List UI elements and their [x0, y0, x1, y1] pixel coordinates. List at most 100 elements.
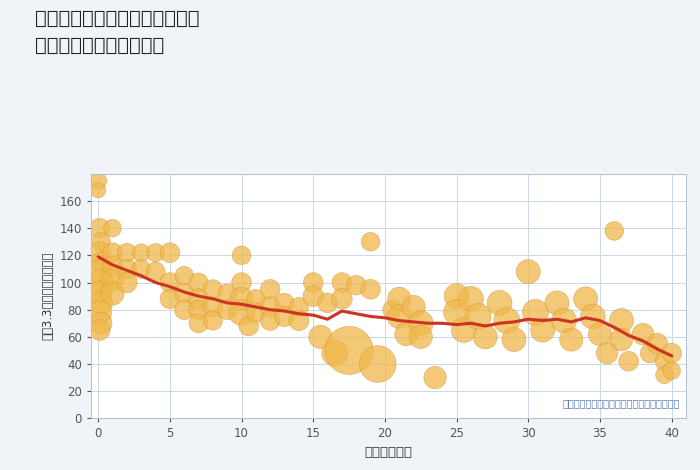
- Point: [94, 290, 105, 297]
- Point: [494, 299, 505, 306]
- Point: [92, 187, 104, 194]
- Point: [336, 279, 347, 286]
- Point: [150, 268, 161, 275]
- Text: 神奈川県横浜市戸塚区深谷町の
築年数別中古戸建て価格: 神奈川県横浜市戸塚区深谷町の 築年数別中古戸建て価格: [35, 9, 200, 55]
- Point: [94, 309, 105, 316]
- Point: [523, 268, 534, 275]
- Point: [659, 358, 670, 365]
- Point: [594, 330, 606, 338]
- Point: [121, 279, 132, 286]
- Point: [207, 303, 218, 311]
- Point: [121, 265, 132, 273]
- X-axis label: 築年数（年）: 築年数（年）: [365, 446, 412, 459]
- Point: [451, 309, 462, 316]
- Point: [638, 330, 649, 338]
- Point: [365, 286, 376, 293]
- Point: [415, 333, 426, 341]
- Point: [95, 320, 106, 327]
- Point: [659, 371, 670, 379]
- Point: [94, 225, 105, 232]
- Point: [430, 374, 441, 381]
- Point: [236, 279, 247, 286]
- Point: [136, 249, 147, 257]
- Point: [645, 349, 656, 357]
- Point: [193, 306, 204, 313]
- Point: [293, 317, 304, 324]
- Point: [222, 290, 233, 297]
- Point: [480, 333, 491, 341]
- Point: [178, 290, 190, 297]
- Point: [601, 349, 612, 357]
- Point: [107, 262, 118, 270]
- Point: [530, 309, 541, 316]
- Point: [178, 272, 190, 280]
- Point: [121, 249, 132, 257]
- Point: [336, 295, 347, 303]
- Point: [466, 295, 477, 303]
- Point: [95, 279, 106, 286]
- Point: [322, 299, 333, 306]
- Point: [666, 349, 678, 357]
- Point: [251, 309, 262, 316]
- Point: [307, 292, 318, 300]
- Point: [178, 306, 190, 313]
- Point: [329, 349, 340, 357]
- Point: [164, 295, 176, 303]
- Point: [265, 317, 276, 324]
- Point: [193, 279, 204, 286]
- Point: [193, 320, 204, 327]
- Point: [365, 238, 376, 245]
- Point: [451, 292, 462, 300]
- Point: [236, 295, 247, 303]
- Point: [94, 249, 105, 257]
- Point: [623, 358, 634, 365]
- Point: [393, 295, 405, 303]
- Point: [559, 317, 570, 324]
- Point: [344, 347, 355, 354]
- Point: [164, 279, 176, 286]
- Point: [95, 299, 106, 306]
- Point: [508, 336, 519, 343]
- Point: [566, 336, 577, 343]
- Point: [95, 238, 106, 245]
- Text: 円の大きさは、取引のあった物件面積を示す: 円の大きさは、取引のあった物件面積を示す: [563, 399, 680, 408]
- Point: [236, 309, 247, 316]
- Point: [279, 313, 290, 320]
- Point: [92, 177, 104, 184]
- Point: [222, 306, 233, 313]
- Point: [94, 326, 105, 334]
- Point: [279, 299, 290, 306]
- Point: [94, 268, 105, 275]
- Point: [107, 290, 118, 297]
- Point: [207, 286, 218, 293]
- Point: [107, 225, 118, 232]
- Point: [193, 295, 204, 303]
- Point: [265, 286, 276, 293]
- Point: [401, 330, 412, 338]
- Point: [473, 313, 484, 320]
- Point: [265, 303, 276, 311]
- Point: [372, 360, 384, 368]
- Point: [293, 303, 304, 311]
- Point: [136, 265, 147, 273]
- Point: [580, 295, 592, 303]
- Point: [616, 336, 627, 343]
- Point: [107, 276, 118, 283]
- Point: [207, 317, 218, 324]
- Point: [587, 313, 598, 320]
- Point: [501, 317, 512, 324]
- Point: [150, 249, 161, 257]
- Point: [236, 251, 247, 259]
- Point: [458, 326, 470, 334]
- Point: [307, 279, 318, 286]
- Point: [609, 227, 620, 235]
- Point: [107, 249, 118, 257]
- Point: [415, 320, 426, 327]
- Point: [616, 317, 627, 324]
- Point: [351, 282, 362, 289]
- Point: [652, 340, 663, 347]
- Point: [251, 295, 262, 303]
- Point: [552, 299, 563, 306]
- Point: [408, 303, 419, 311]
- Point: [243, 322, 254, 330]
